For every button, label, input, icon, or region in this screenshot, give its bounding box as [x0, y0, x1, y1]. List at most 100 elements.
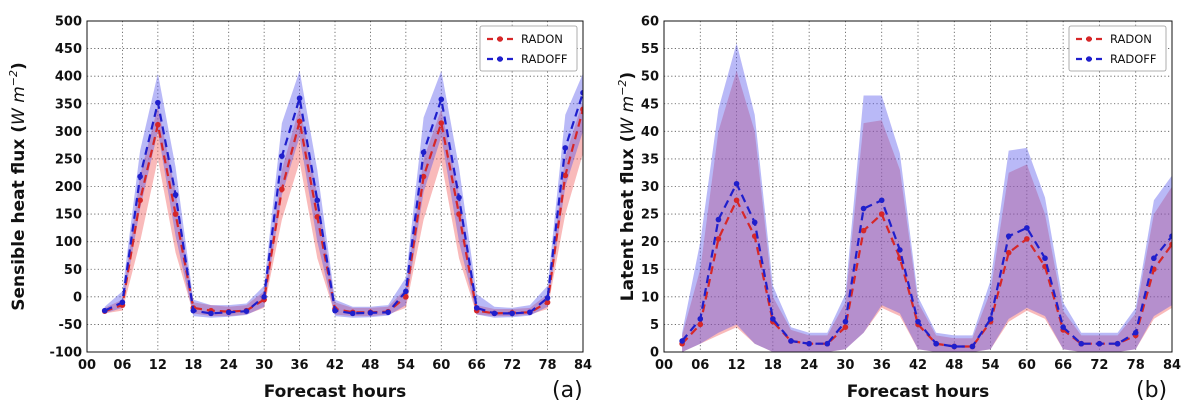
plot-area: [101, 70, 583, 318]
x-tick-label: 00: [78, 358, 96, 373]
data-point-radoff: [225, 309, 232, 316]
data-point-radoff: [456, 194, 462, 201]
x-tick-label: 18: [184, 358, 202, 373]
x-axis-label: Forecast hours: [264, 382, 407, 402]
data-point-radon: [860, 227, 867, 234]
y-axis-label-exponent: −2: [7, 70, 20, 86]
legend: RADON RADOFF: [1068, 25, 1167, 72]
data-point-radoff: [878, 197, 885, 204]
range-band-radoff: [682, 43, 1172, 352]
y-tick-label: -50: [59, 318, 83, 333]
x-tick-label: 54: [982, 358, 1000, 373]
data-point-radoff: [969, 343, 976, 350]
x-tick-label: 66: [1054, 358, 1072, 373]
data-point-radoff: [679, 338, 685, 344]
data-point-radon: [279, 186, 285, 193]
legend-marker-radon: [497, 36, 503, 42]
y-tick-label: 450: [55, 42, 82, 57]
x-tick-label: 30: [836, 358, 854, 373]
data-point-radon: [137, 197, 143, 204]
data-point-radon: [438, 120, 445, 126]
data-point-radoff: [770, 316, 776, 322]
chart-panel-a: 00 06 12 18 24 30 36 42 48 54 60 66 72 78 84 -100 -50 0 50…: [7, 15, 592, 404]
data-point-radoff: [562, 145, 569, 151]
data-point-radon: [733, 197, 740, 204]
data-point-radoff: [733, 180, 740, 187]
range-band-radon: [104, 101, 583, 317]
x-tick-label: 78: [539, 358, 557, 373]
data-point-radoff: [367, 310, 374, 316]
plot-area: [679, 43, 1172, 352]
legend-marker-radoff: [497, 56, 503, 62]
range-band-radoff: [104, 70, 583, 318]
plot-frame: [86, 20, 584, 353]
data-point-radoff: [509, 310, 515, 317]
x-tick-label: 48: [945, 358, 963, 373]
y-tick-label: -100: [49, 346, 82, 361]
data-point-radoff: [824, 340, 831, 347]
data-point-radon: [1169, 241, 1172, 248]
plot-frame: [663, 20, 1173, 353]
y-tick-label: 350: [55, 97, 82, 112]
data-point-radoff: [296, 95, 303, 102]
data-point-radoff: [403, 288, 409, 295]
data-point-radoff: [491, 310, 498, 317]
legend-label-radoff: RADOFF: [521, 52, 568, 66]
data-point-radoff: [1169, 233, 1172, 239]
x-tick-label: 18: [764, 358, 782, 373]
data-point-radon: [155, 121, 161, 128]
x-tick-label: 72: [1090, 358, 1108, 373]
data-point-radoff: [137, 173, 143, 180]
y-tick-label: 40: [641, 125, 659, 140]
legend-box: [1068, 25, 1167, 72]
x-tick-label: 12: [728, 358, 746, 373]
y-axis-label: Sensible heat flux (W m−2): [7, 62, 29, 311]
y-tick-label: 0: [650, 346, 659, 361]
x-tick-label: 36: [873, 358, 891, 373]
data-point-radoff: [208, 310, 214, 317]
data-point-radoff: [1060, 324, 1066, 330]
x-tick-label: 84: [574, 358, 592, 373]
data-point-radoff: [1042, 255, 1048, 262]
y-axis-label-unit: W m: [9, 86, 29, 125]
y-tick-label: 0: [73, 290, 82, 305]
x-tick-label: 24: [800, 358, 818, 373]
y-axis-label-unit: W m: [618, 96, 638, 135]
data-point-radoff: [987, 316, 994, 322]
data-point-radoff: [860, 205, 867, 212]
y-tick-label: 25: [641, 208, 659, 223]
legend-marker-radon: [1086, 36, 1092, 42]
data-point-radon: [403, 294, 409, 300]
data-point-radon: [314, 214, 321, 220]
y-axis-label-close: ): [9, 62, 29, 70]
data-point-radoff: [806, 340, 812, 347]
legend-marker-radoff: [1086, 56, 1092, 62]
y-tick-label: 45: [641, 97, 659, 112]
data-point-radoff: [279, 153, 285, 159]
x-tick-label: 06: [691, 358, 709, 373]
y-tick-label: 60: [641, 15, 659, 30]
data-point-radoff: [438, 96, 445, 103]
y-axis-label-exponent: −2: [616, 80, 629, 96]
data-point-radon: [172, 211, 179, 217]
panel-label: (b): [1136, 378, 1167, 403]
y-tick-label: 500: [55, 15, 82, 30]
series-line-radoff: [681, 181, 1172, 348]
data-point-radon: [842, 324, 849, 330]
x-tick-label: 42: [909, 358, 927, 373]
x-axis-label: Forecast hours: [847, 382, 990, 402]
y-tick-label: 55: [641, 42, 659, 57]
y-tick-label: 30: [641, 180, 659, 195]
legend-label-radoff: RADOFF: [1110, 52, 1157, 66]
y-tick-label: 250: [55, 152, 82, 167]
y-tick-label: 50: [641, 70, 659, 85]
data-point-radoff: [544, 295, 551, 301]
legend: RADON RADOFF: [479, 25, 578, 72]
data-point-radoff: [697, 316, 704, 322]
data-point-radoff: [1024, 225, 1030, 231]
legend-label-radon: RADON: [1110, 32, 1152, 46]
data-point-radoff: [420, 149, 427, 156]
data-point-radon: [296, 118, 303, 125]
data-point-radoff: [261, 294, 267, 300]
data-point-radoff: [172, 191, 179, 198]
